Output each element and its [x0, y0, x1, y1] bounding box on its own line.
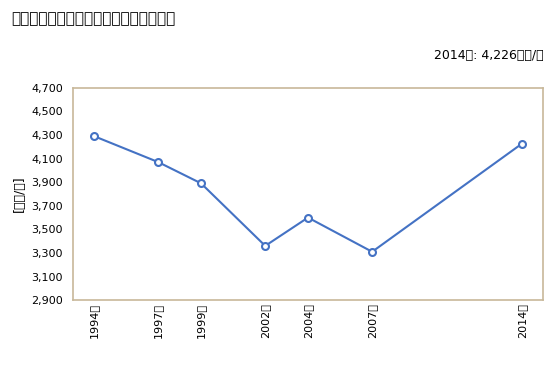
- 商業の従業者一人当たり年間商品販売額: [369, 250, 376, 254]
- 商業の従業者一人当たり年間商品販売額: [198, 181, 204, 186]
- 商業の従業者一人当たり年間商品販売額: [155, 160, 162, 164]
- 商業の従業者一人当たり年間商品販売額: [519, 142, 525, 146]
- Text: 商業の従業者一人当たり年間商品販売額: 商業の従業者一人当たり年間商品販売額: [11, 11, 175, 26]
- 商業の従業者一人当たり年間商品販売額: [305, 215, 311, 220]
- 商業の従業者一人当たり年間商品販売額: [262, 244, 269, 248]
- Text: 2014年: 4,226万円/人: 2014年: 4,226万円/人: [433, 49, 543, 62]
- Y-axis label: [万円/人]: [万円/人]: [13, 176, 26, 212]
- Line: 商業の従業者一人当たり年間商品販売額: 商業の従業者一人当たり年間商品販売額: [91, 133, 525, 255]
- 商業の従業者一人当たり年間商品販売額: [91, 134, 97, 138]
